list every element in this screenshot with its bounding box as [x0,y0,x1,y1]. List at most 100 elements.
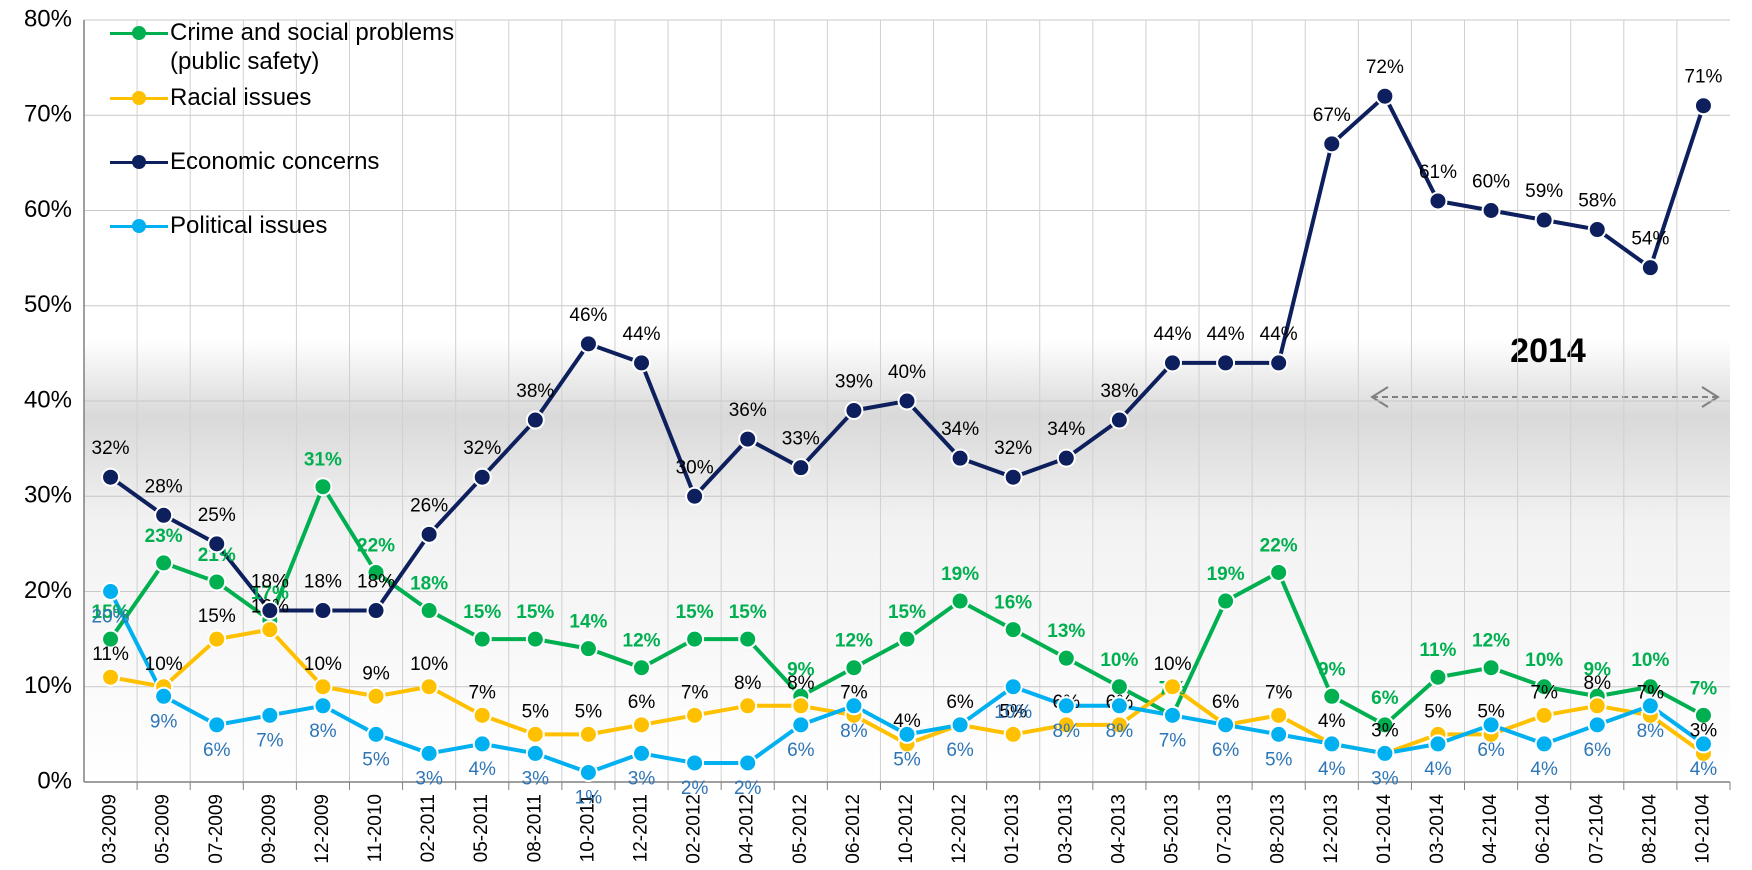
data-point [1003,467,1023,487]
data-label: 54% [1631,229,1669,250]
data-point [525,629,545,649]
data-point [366,724,386,744]
data-label: 8% [840,721,868,742]
x-tick-label: 08-2013 [1268,794,1289,864]
data-point [207,629,227,649]
legend-label: Economic concerns [170,148,380,175]
data-label: 9% [1584,659,1612,680]
data-point [1693,734,1713,754]
y-tick-label: 0% [37,767,72,794]
data-point [472,734,492,754]
data-label: 38% [1100,381,1138,402]
data-label: 60% [1472,172,1510,193]
data-label: 32% [463,438,501,459]
legend-swatch [110,83,168,113]
data-point [1162,677,1182,697]
data-point [101,629,121,649]
data-label: 5% [999,701,1027,722]
y-tick-label: 60% [24,196,72,223]
data-point [685,753,705,773]
x-tick-label: 11-2010 [365,794,386,862]
data-label: 7% [256,730,284,751]
data-point [791,715,811,735]
data-point [1693,705,1713,725]
data-point [1322,686,1342,706]
legend-swatch [110,211,168,241]
data-label: 6% [946,692,974,713]
y-tick-label: 40% [24,386,72,413]
data-label: 40% [888,362,926,383]
data-label: 3% [1371,720,1399,741]
x-tick-label: 03-2013 [1055,794,1076,864]
x-tick-label: 12-2011 [631,794,652,862]
x-tick-label: 10-2011 [577,794,598,862]
data-point [1216,715,1236,735]
data-label: 3% [628,768,656,789]
legend-label: Racial issues [170,84,312,111]
data-label: 44% [1260,324,1298,345]
data-point [1428,734,1448,754]
data-label: 12% [1472,631,1510,652]
data-label: 30% [676,457,714,478]
x-tick-label: 04-2012 [737,794,758,864]
data-label: 32% [994,438,1032,459]
data-label: 15% [729,602,767,623]
data-label: 4% [468,759,496,780]
x-tick-label: 08-2011 [524,794,545,862]
data-label: 10% [410,654,448,675]
data-point [578,762,598,782]
data-point [1269,705,1289,725]
data-point [1216,591,1236,611]
data-label: 5% [575,701,603,722]
data-label: 8% [1584,673,1612,694]
y-tick-label: 10% [24,672,72,699]
data-point [578,334,598,354]
data-label: 25% [198,505,236,526]
data-point [1269,562,1289,582]
data-label: 34% [1047,419,1085,440]
data-label: 15% [516,602,554,623]
data-point [1481,658,1501,678]
annotation: 2014 [1510,332,1586,370]
data-label: 9% [150,711,178,732]
data-label: 28% [145,476,183,497]
data-label: 18% [304,572,342,593]
data-label: 5% [1477,701,1505,722]
data-point [1375,743,1395,763]
data-point [1162,705,1182,725]
data-point [950,715,970,735]
data-point [1056,715,1076,735]
data-label: 6% [946,740,974,761]
data-label: 72% [1366,57,1404,78]
data-label: 44% [1207,324,1245,345]
data-point [472,705,492,725]
data-point [1640,696,1660,716]
data-point [685,486,705,506]
data-label: 10% [1100,650,1138,671]
data-point [632,353,652,373]
data-point [1056,448,1076,468]
data-label: 7% [1637,682,1665,703]
data-point [1693,96,1713,116]
data-point [738,429,758,449]
data-point [154,553,174,573]
legend-swatch [110,147,168,177]
data-label: 5% [522,701,550,722]
data-point [1322,734,1342,754]
data-point [632,715,652,735]
data-label: 6% [1212,692,1240,713]
data-label: 9% [787,659,815,680]
data-label: 7% [1265,682,1293,703]
data-label: 4% [893,711,921,732]
x-tick-label: 04-2013 [1108,794,1129,864]
data-label: 3% [1371,768,1399,789]
data-label: 10% [994,702,1032,723]
data-label: 10% [145,654,183,675]
data-label: 16% [994,593,1032,614]
data-label: 32% [92,438,130,459]
data-point [260,601,280,621]
data-point [632,743,652,763]
data-point [1269,353,1289,373]
data-point [101,582,121,601]
